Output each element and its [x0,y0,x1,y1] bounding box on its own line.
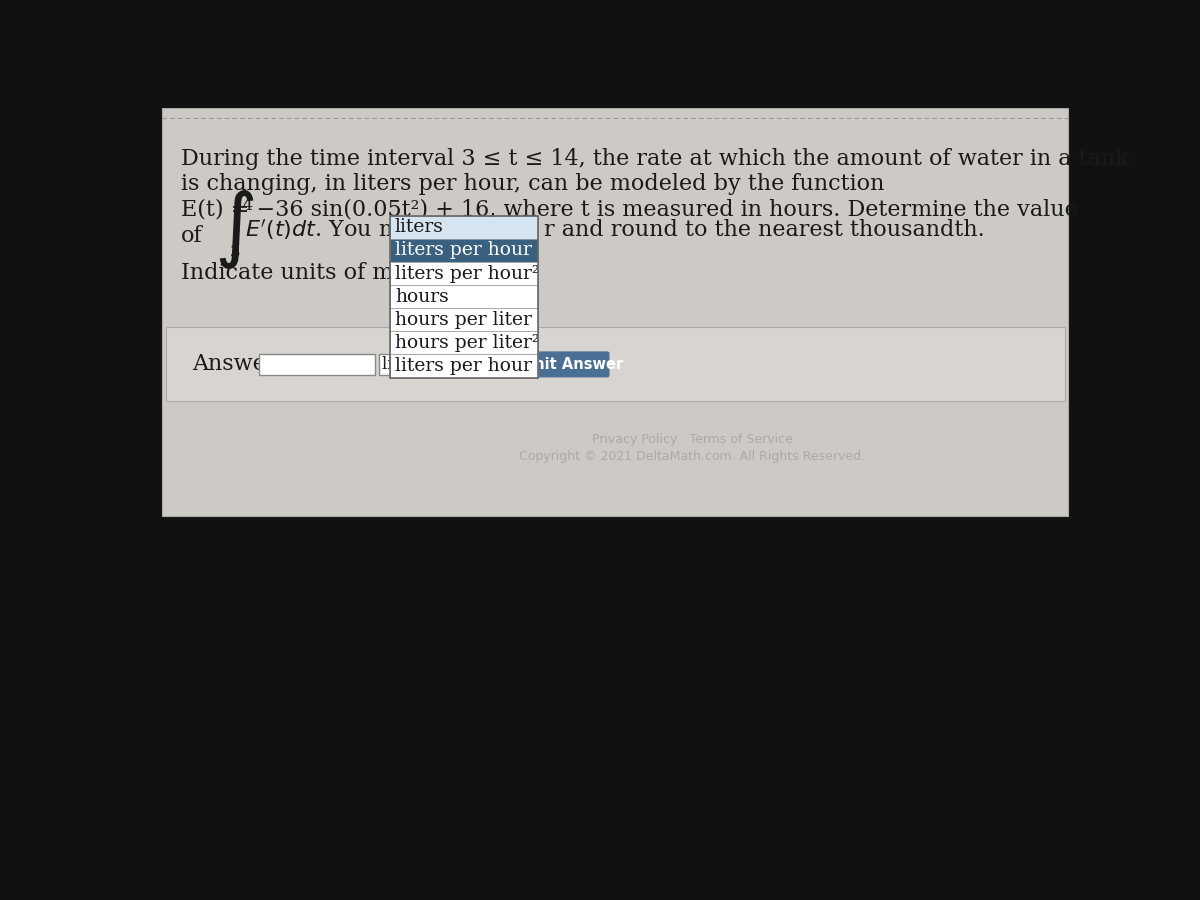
Text: Answer:: Answer: [193,354,284,375]
FancyBboxPatch shape [390,216,538,239]
Text: hours: hours [395,288,449,306]
Text: of: of [181,225,203,247]
Text: Copyright © 2021 DeltaMath.com. All Rights Reserved.: Copyright © 2021 DeltaMath.com. All Righ… [520,449,865,463]
Text: Privacy Policy   Terms of Service: Privacy Policy Terms of Service [592,433,793,446]
FancyBboxPatch shape [390,238,538,262]
FancyBboxPatch shape [390,308,538,331]
FancyBboxPatch shape [390,262,538,285]
FancyBboxPatch shape [162,108,1068,516]
Text: $E'(t)dt$. You m: $E'(t)dt$. You m [245,218,400,242]
Text: Indicate units of measur: Indicate units of measur [181,262,456,284]
Text: During the time interval 3 ≤ t ≤ 14, the rate at which the amount of water in a : During the time interval 3 ≤ t ≤ 14, the… [181,148,1129,170]
Text: $\int$: $\int$ [214,189,254,271]
Text: hours per liter: hours per liter [395,310,532,328]
Text: liters: liters [395,219,444,237]
FancyBboxPatch shape [258,354,374,375]
Text: liters per hour²: liters per hour² [395,265,539,283]
FancyBboxPatch shape [512,352,608,377]
Text: 14: 14 [233,197,254,214]
Text: ▼: ▼ [494,359,503,369]
Text: hours per liter²: hours per liter² [395,334,539,352]
Text: E(t) = −36 sin(0.05t²) + 16, where t is measured in hours. Determine the value: E(t) = −36 sin(0.05t²) + 16, where t is … [181,199,1078,220]
FancyBboxPatch shape [390,331,538,355]
Text: is changing, in liters per hour, can be modeled by the function: is changing, in liters per hour, can be … [181,174,884,195]
Text: Submit Answer: Submit Answer [498,357,623,372]
Text: liters per hour: liters per hour [395,357,532,375]
Text: liters per hour: liters per hour [383,356,504,373]
FancyBboxPatch shape [390,285,538,308]
FancyBboxPatch shape [390,355,538,377]
FancyBboxPatch shape [166,328,1064,400]
Text: r and round to the nearest thousandth.: r and round to the nearest thousandth. [544,219,984,240]
Text: 3: 3 [230,244,240,261]
FancyBboxPatch shape [379,354,510,375]
Text: liters per hour: liters per hour [395,241,532,259]
